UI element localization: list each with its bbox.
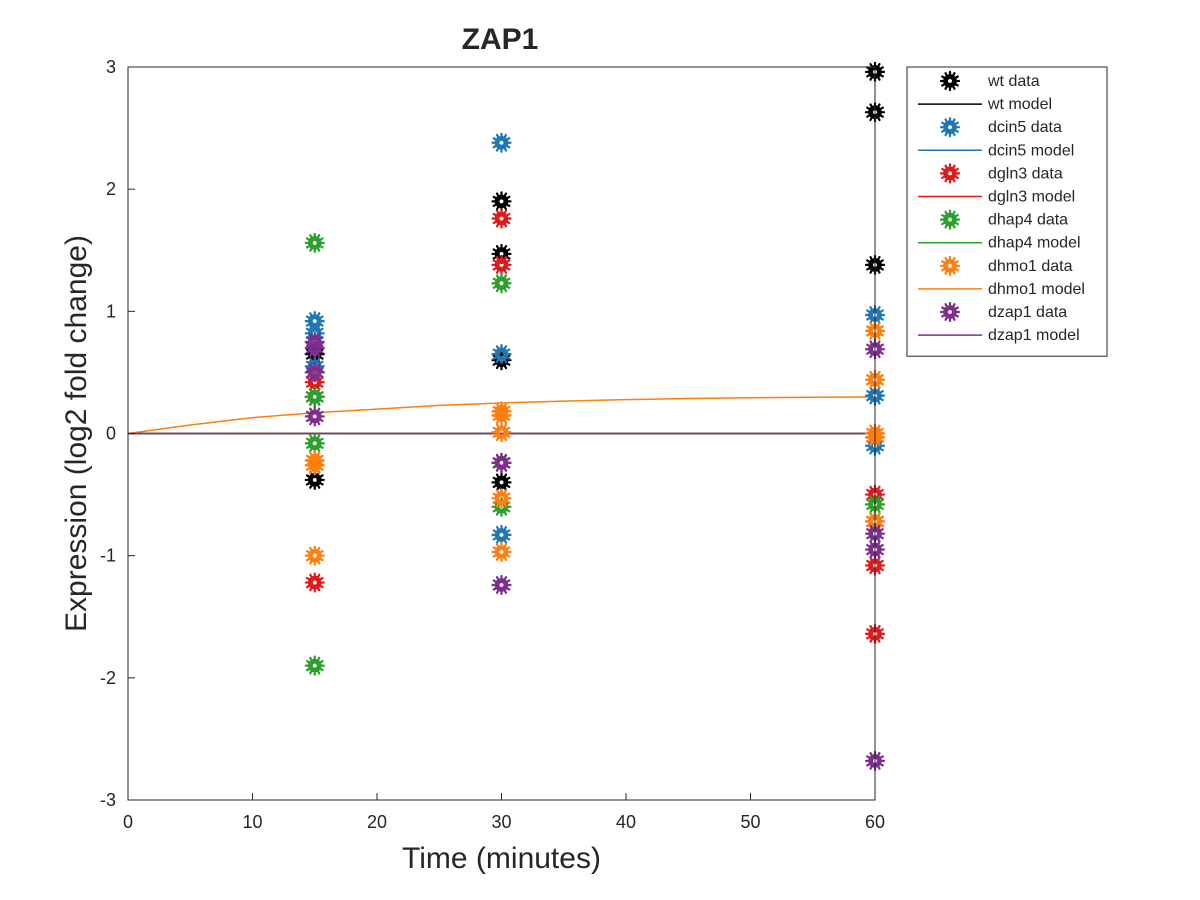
dzap1-data-point — [304, 362, 325, 383]
legend: wt data wt model dcin5 data dcin5 model dgln… — [906, 66, 1108, 357]
dgln3-data-point — [491, 208, 512, 229]
y-tick-label: 3 — [106, 57, 116, 77]
x-tick-label: 30 — [491, 812, 511, 832]
dgln3-data-point — [864, 623, 886, 644]
legend-label-dcin5-model: dcin5 model — [988, 142, 1074, 159]
y-tick-label: -1 — [100, 546, 116, 566]
legend-label-dgln3-data: dgln3 data — [988, 165, 1063, 182]
y-axis-label: Expression (log2 fold change) — [60, 235, 93, 632]
dcin5-data-point — [491, 132, 512, 153]
x-tick-label: 60 — [865, 812, 885, 832]
y-tick-label: -3 — [100, 790, 116, 810]
y-tick-label: 1 — [106, 301, 116, 321]
chart-title: ZAP1 — [462, 23, 539, 56]
legend-label-wt-data: wt data — [987, 73, 1040, 90]
x-tick-label: 10 — [242, 812, 262, 832]
y-tick-label: 0 — [106, 424, 116, 444]
y-tick-label: -2 — [100, 668, 116, 688]
dcin5-data-point — [491, 524, 512, 545]
legend-marker-dcin5-data — [939, 117, 961, 138]
legend-box — [906, 66, 1108, 357]
dhmo1-data-point — [491, 422, 512, 443]
ticks-layer: 0 10 20 30 40 50 60 -3 -2 -1 0 1 2 3 — [100, 57, 885, 832]
dzap1-data-point — [304, 406, 325, 427]
dhap4-data-point — [491, 273, 512, 294]
legend-label-dzap1-data: dzap1 data — [988, 304, 1067, 321]
x-tick-label: 50 — [740, 812, 760, 832]
legend-marker-wt-data — [939, 70, 961, 92]
dcin5-data-point — [491, 343, 512, 365]
legend-marker-dhap4-data — [939, 209, 961, 230]
legend-marker-dzap1-data — [939, 301, 961, 323]
legend-label-dzap1-model: dzap1 model — [988, 327, 1080, 344]
legend-label-dhmo1-data: dhmo1 data — [988, 258, 1073, 275]
dzap1-data-point — [491, 452, 512, 473]
dzap1-data-point — [491, 574, 512, 596]
dhmo1-data-point — [491, 541, 512, 563]
dhap4-data-point — [304, 655, 325, 676]
dhmo1-data-point — [491, 405, 512, 426]
x-tick-label: 0 — [123, 812, 133, 832]
dgln3-data-point — [491, 254, 512, 276]
dhmo1-data-point — [491, 488, 512, 509]
x-axis-label: Time (minutes) — [402, 842, 601, 875]
legend-label-dgln3-model: dgln3 model — [988, 189, 1075, 206]
legend-label-dcin5-data: dcin5 data — [988, 119, 1062, 136]
series-layer — [127, 61, 886, 772]
dhap4-data-point — [864, 494, 886, 515]
x-tick-label: 20 — [367, 812, 387, 832]
dhap4-data-point — [304, 386, 325, 407]
dgln3-data-point — [304, 572, 325, 593]
plot-area: 0 10 20 30 40 50 60 -3 -2 -1 0 1 2 3 — [100, 57, 886, 832]
legend-label-dhap4-data: dhap4 data — [988, 212, 1068, 229]
dhmo1-data-point — [304, 545, 325, 566]
legend-label-dhap4-model: dhap4 model — [988, 235, 1081, 252]
dhmo1-data-point — [304, 455, 325, 476]
dhap4-data-point — [304, 232, 325, 254]
legend-label-dhmo1-model: dhmo1 model — [988, 281, 1085, 298]
legend-marker-dhmo1-data — [939, 255, 961, 276]
y-tick-label: 2 — [106, 179, 116, 199]
dzap1-data-point — [304, 337, 325, 359]
dhap4-data-point — [304, 433, 325, 454]
x-tick-label: 40 — [616, 812, 636, 832]
wt-data-point — [491, 191, 512, 212]
legend-marker-dgln3-data — [939, 163, 961, 184]
wt-data-point — [304, 469, 325, 491]
legend-label-wt-model: wt model — [987, 96, 1052, 113]
